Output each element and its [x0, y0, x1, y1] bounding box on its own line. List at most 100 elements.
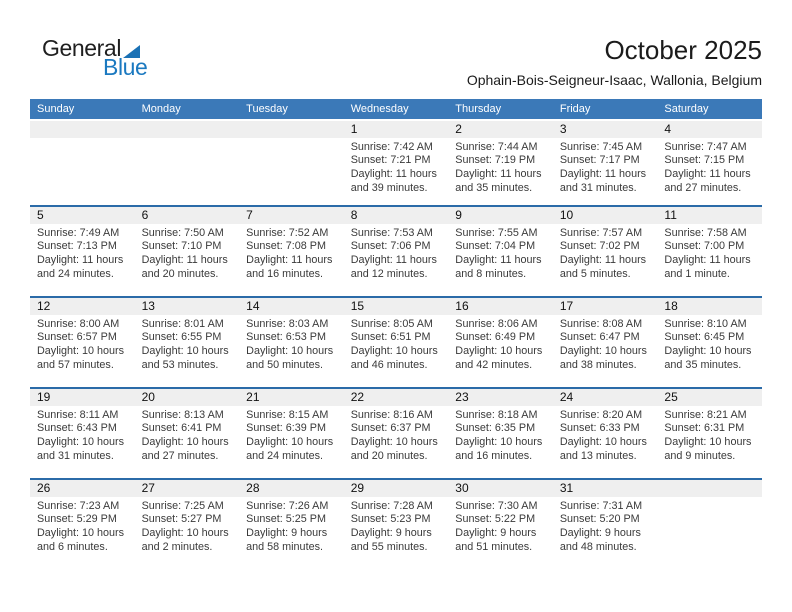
daylight-text-line2: and 35 minutes.	[664, 358, 742, 371]
day-cell-30: 30 Sunrise: 7:30 AM Sunset: 5:22 PM Dayligh…	[448, 479, 553, 569]
daylight-text-line2: and 31 minutes.	[37, 449, 114, 462]
sunset-text: Sunset: 7:06 PM	[350, 240, 431, 253]
daylight-text-line2: and 53 minutes.	[141, 358, 219, 371]
day-cell-2: 2 Sunrise: 7:44 AM Sunset: 7:19 PM Daylight…	[448, 120, 553, 205]
day-number-empty	[239, 120, 344, 138]
daylight-text-line2: and 16 minutes.	[455, 449, 533, 462]
day-cell-16: 16 Sunrise: 8:06 AM Sunset: 6:49 PM Dayligh…	[448, 297, 553, 387]
day-number: 28	[239, 479, 344, 497]
sunrise-text: Sunrise: 7:44 AM	[455, 140, 538, 153]
day-cell-28: 28 Sunrise: 7:26 AM Sunset: 5:25 PM Dayligh…	[239, 479, 344, 569]
day-cell-26: 26 Sunrise: 7:23 AM Sunset: 5:29 PM Dayligh…	[30, 479, 135, 569]
day-number: 8	[343, 206, 449, 224]
daylight-text-line2: and 5 minutes.	[559, 267, 631, 280]
sunrise-text: Sunrise: 7:30 AM	[455, 499, 538, 512]
day-number-empty	[657, 479, 762, 497]
daylight-text-line1: Daylight: 11 hours	[350, 254, 437, 267]
day-number: 15	[343, 297, 449, 315]
daylight-text-line2: and 48 minutes.	[559, 540, 637, 553]
daylight-text-line1: Daylight: 11 hours	[350, 168, 437, 181]
daylight-text-line2: and 39 minutes.	[350, 181, 428, 194]
daylight-text-line2: and 31 minutes.	[559, 181, 637, 194]
day-number: 21	[239, 388, 344, 406]
day-cell-10: 10 Sunrise: 7:57 AM Sunset: 7:02 PM Dayligh…	[552, 206, 658, 296]
daylight-text-line1: Daylight: 10 hours	[350, 345, 438, 358]
sunset-text: Sunset: 7:13 PM	[37, 240, 117, 253]
week-row-4: 19 Sunrise: 8:11 AM Sunset: 6:43 PM Dayligh…	[30, 386, 762, 478]
daylight-text-line1: Daylight: 11 hours	[141, 254, 228, 267]
sunset-text: Sunset: 7:04 PM	[455, 240, 536, 253]
sunrise-text: Sunrise: 8:00 AM	[37, 317, 120, 330]
sunrise-text: Sunrise: 8:08 AM	[559, 317, 643, 330]
day-number-empty	[134, 120, 240, 138]
day-cell-27: 27 Sunrise: 7:25 AM Sunset: 5:27 PM Dayligh…	[134, 479, 240, 569]
sunset-text: Sunset: 6:43 PM	[37, 422, 117, 435]
day-cell-4: 4 Sunrise: 7:47 AM Sunset: 7:15 PM Daylight…	[657, 120, 762, 205]
day-cell-13: 13 Sunrise: 8:01 AM Sunset: 6:55 PM Dayligh…	[134, 297, 240, 387]
day-number: 29	[343, 479, 449, 497]
sunset-text: Sunset: 7:08 PM	[246, 240, 326, 253]
sunrise-text: Sunrise: 7:26 AM	[246, 499, 329, 512]
sunrise-text: Sunrise: 8:11 AM	[37, 408, 119, 421]
day-cell-21: 21 Sunrise: 8:15 AM Sunset: 6:39 PM Dayligh…	[239, 388, 344, 478]
sunset-text: Sunset: 6:51 PM	[350, 331, 431, 344]
day-number: 23	[448, 388, 553, 406]
day-cell-5: 5 Sunrise: 7:49 AM Sunset: 7:13 PM Daylight…	[30, 206, 135, 296]
logo-text-blue: Blue	[103, 54, 148, 80]
day-number: 22	[343, 388, 449, 406]
sunrise-text: Sunrise: 7:42 AM	[350, 140, 433, 153]
empty-day-cell	[239, 120, 344, 205]
sunrise-text: Sunrise: 7:57 AM	[559, 226, 643, 239]
daylight-text-line2: and 20 minutes.	[350, 449, 428, 462]
daylight-text-line1: Daylight: 11 hours	[455, 254, 542, 267]
day-cell-8: 8 Sunrise: 7:53 AM Sunset: 7:06 PM Daylight…	[343, 206, 449, 296]
daylight-text-line1: Daylight: 9 hours	[559, 527, 641, 540]
daylight-text-line1: Daylight: 11 hours	[559, 254, 647, 267]
day-number: 9	[448, 206, 553, 224]
daylight-text-line1: Daylight: 10 hours	[246, 345, 334, 358]
day-number: 1	[343, 120, 449, 138]
daylight-text-line2: and 42 minutes.	[455, 358, 533, 371]
daylight-text-line1: Daylight: 10 hours	[559, 345, 647, 358]
daylight-text-line1: Daylight: 11 hours	[455, 168, 542, 181]
sunrise-text: Sunrise: 8:06 AM	[455, 317, 538, 330]
day-cell-18: 18 Sunrise: 8:10 AM Sunset: 6:45 PM Dayligh…	[657, 297, 762, 387]
sunset-text: Sunset: 5:23 PM	[350, 513, 431, 526]
daylight-text-line1: Daylight: 9 hours	[246, 527, 328, 540]
empty-day-cell	[657, 479, 762, 569]
sunset-text: Sunset: 7:21 PM	[350, 154, 431, 167]
sunset-text: Sunset: 6:39 PM	[246, 422, 326, 435]
weekday-header-saturday: Saturday	[664, 102, 709, 115]
sunset-text: Sunset: 6:49 PM	[455, 331, 536, 344]
weekday-header-wednesday: Wednesday	[350, 102, 409, 115]
daylight-text-line2: and 8 minutes.	[455, 267, 527, 280]
daylight-text-line1: Daylight: 10 hours	[664, 345, 752, 358]
daylight-text-line1: Daylight: 10 hours	[141, 527, 229, 540]
day-cell-17: 17 Sunrise: 8:08 AM Sunset: 6:47 PM Dayligh…	[552, 297, 658, 387]
sunrise-text: Sunrise: 7:28 AM	[350, 499, 433, 512]
day-number: 11	[657, 206, 762, 224]
sunset-text: Sunset: 6:53 PM	[246, 331, 326, 344]
weekday-header-tuesday: Tuesday	[246, 102, 288, 115]
sunset-text: Sunset: 6:47 PM	[559, 331, 640, 344]
day-cell-15: 15 Sunrise: 8:05 AM Sunset: 6:51 PM Dayligh…	[343, 297, 449, 387]
sunrise-text: Sunrise: 7:31 AM	[559, 499, 643, 512]
daylight-text-line2: and 50 minutes.	[246, 358, 323, 371]
day-number: 4	[657, 120, 762, 138]
day-cell-25: 25 Sunrise: 8:21 AM Sunset: 6:31 PM Dayligh…	[657, 388, 762, 478]
sunset-text: Sunset: 5:22 PM	[455, 513, 536, 526]
sunset-text: Sunset: 6:33 PM	[559, 422, 640, 435]
sunrise-text: Sunrise: 7:49 AM	[37, 226, 120, 239]
weekday-header-row: Sunday Monday Tuesday Wednesday Thursday Frid…	[30, 98, 762, 119]
daylight-text-line1: Daylight: 11 hours	[664, 168, 751, 181]
day-number: 5	[30, 206, 135, 224]
daylight-text-line1: Daylight: 10 hours	[246, 436, 334, 449]
day-cell-3: 3 Sunrise: 7:45 AM Sunset: 7:17 PM Daylight…	[552, 120, 658, 205]
daylight-text-line2: and 13 minutes.	[559, 449, 637, 462]
weekday-header-sunday: Sunday	[37, 102, 75, 115]
daylight-text-line2: and 51 minutes.	[455, 540, 533, 553]
sunset-text: Sunset: 5:27 PM	[141, 513, 222, 526]
daylight-text-line2: and 35 minutes.	[455, 181, 533, 194]
daylight-text-line2: and 2 minutes.	[141, 540, 213, 553]
